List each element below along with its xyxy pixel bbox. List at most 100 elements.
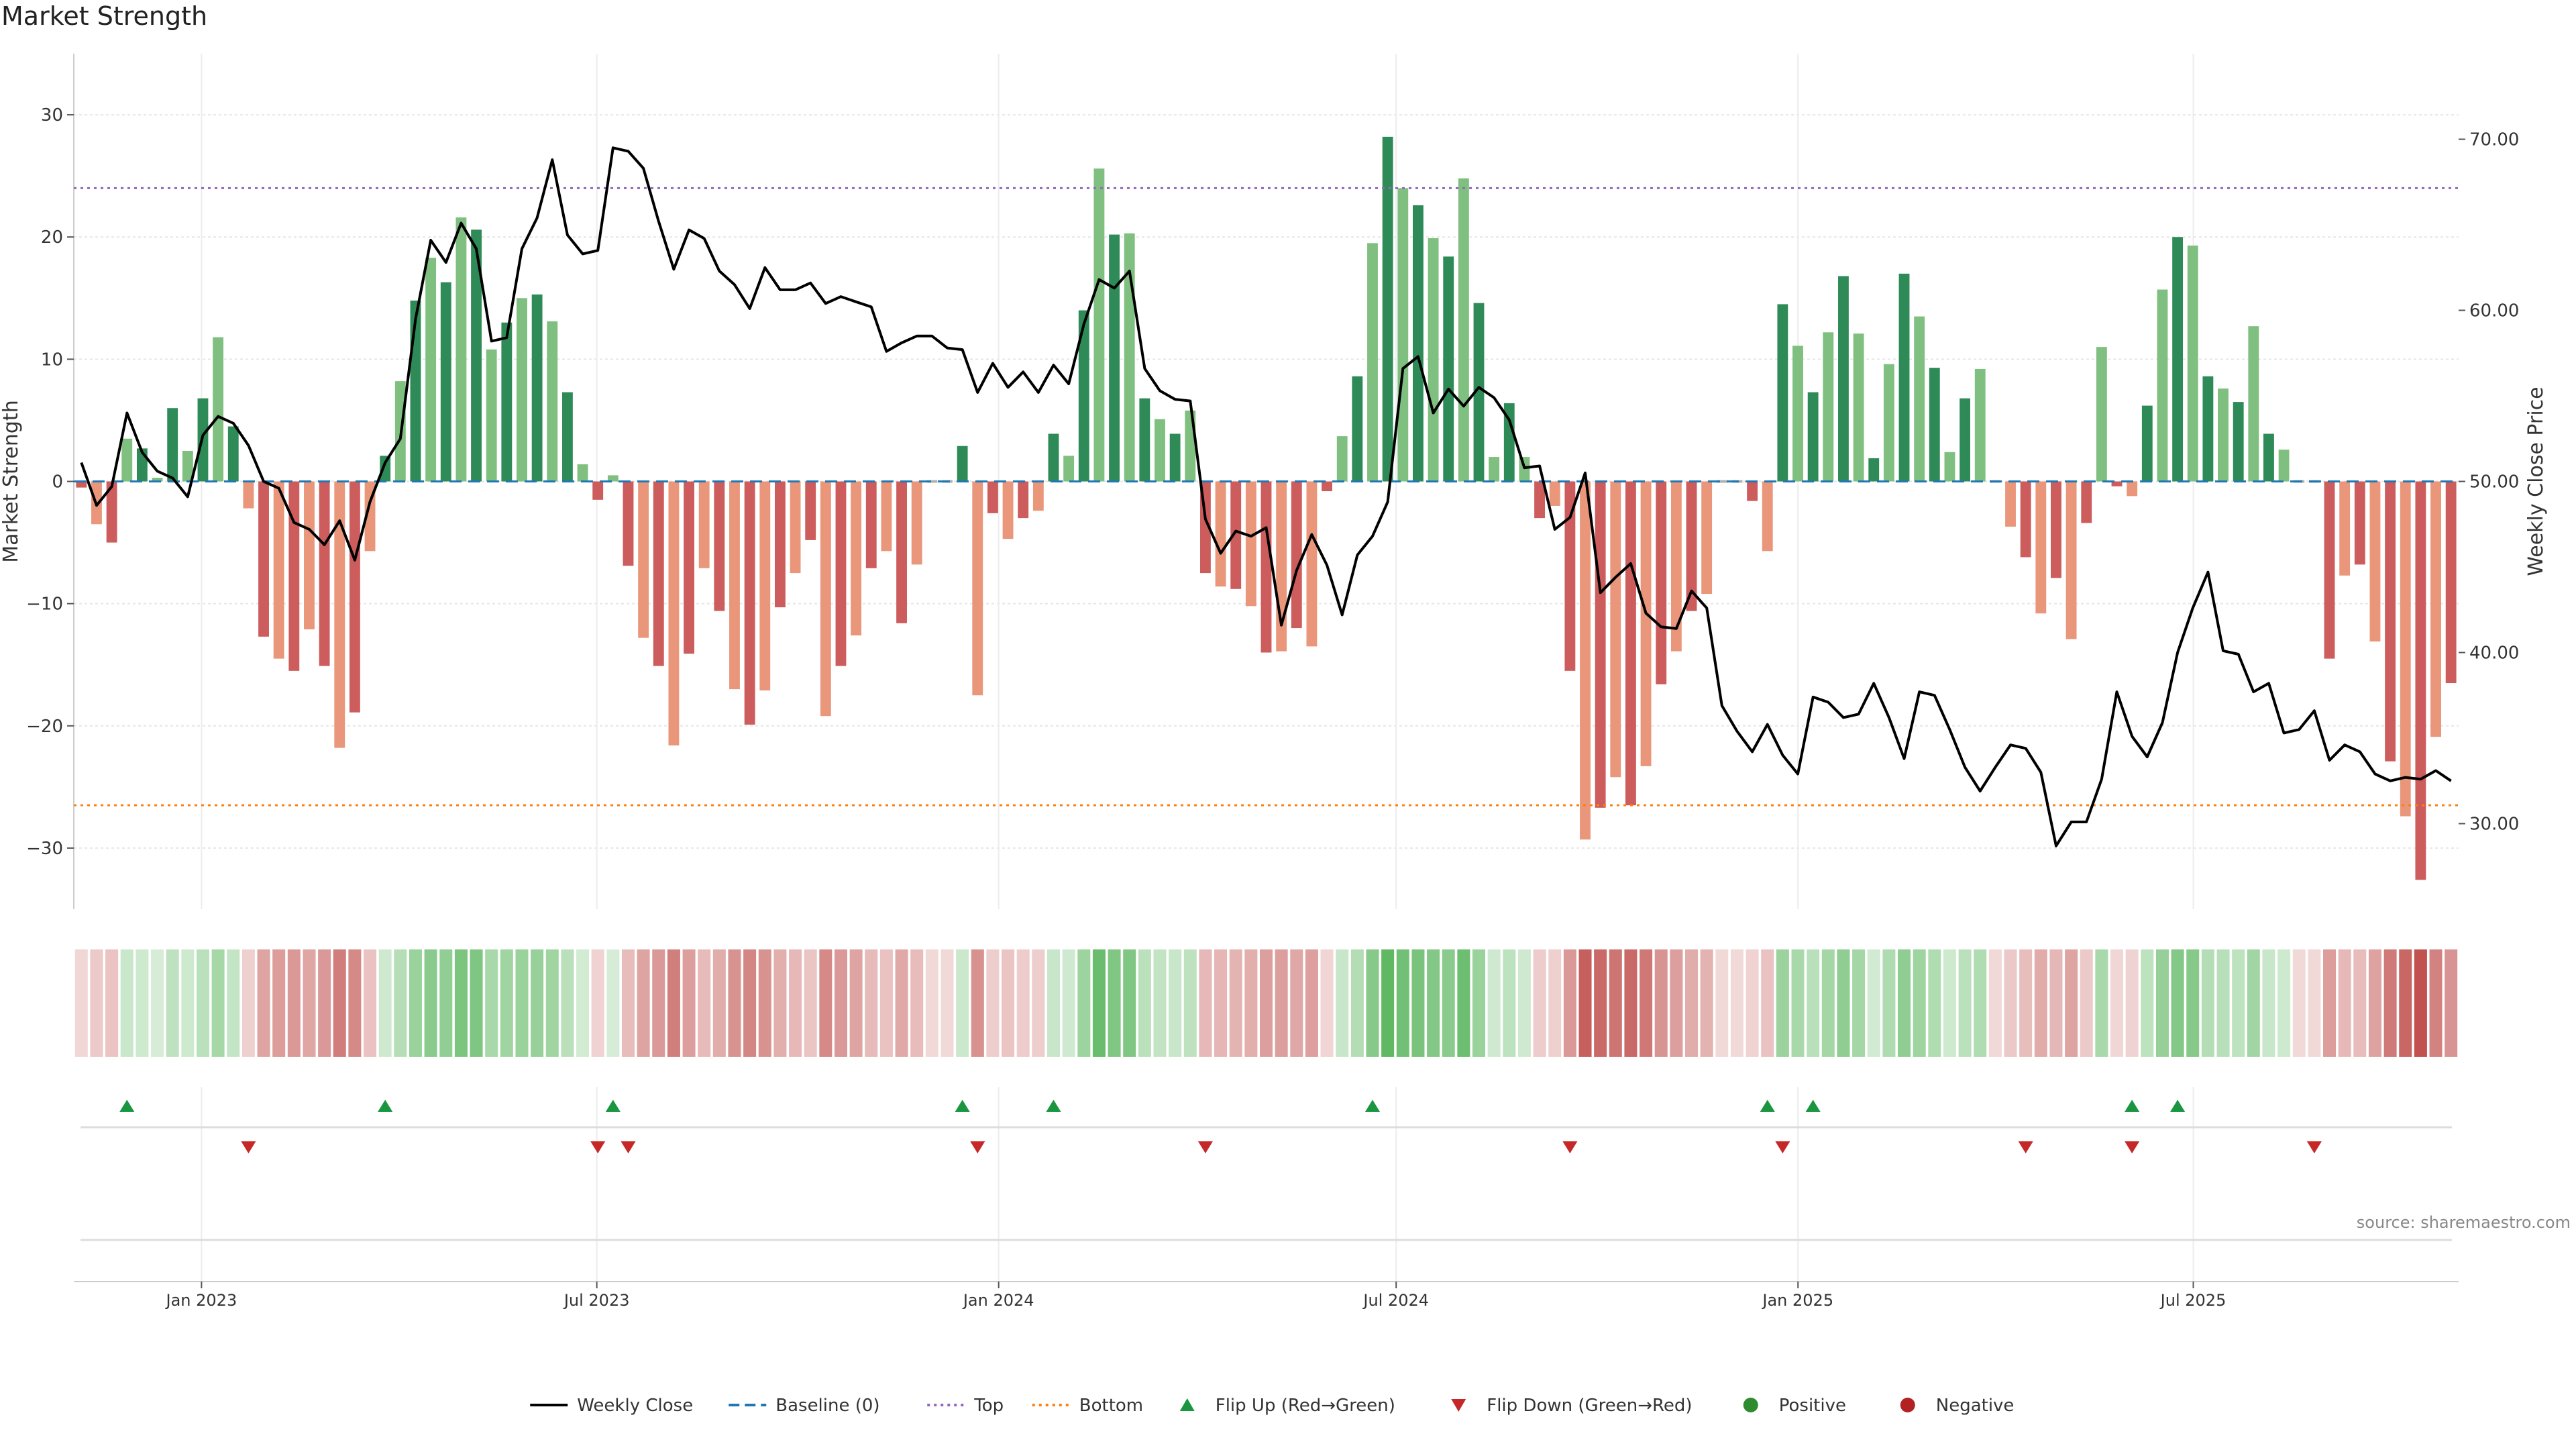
strength-heat-cell: [773, 949, 787, 1057]
strength-heat-cell: [1700, 949, 1713, 1057]
strength-bar: [501, 322, 513, 482]
strength-bar: [1595, 481, 1606, 808]
strength-heat-cell: [424, 949, 437, 1057]
strength-heat-cell: [1867, 949, 1880, 1057]
strength-heat-cell: [211, 949, 225, 1057]
strength-bar: [729, 481, 740, 690]
strength-bar: [2127, 481, 2138, 497]
strength-heat-cell: [227, 949, 240, 1057]
strength-bar: [2096, 347, 2107, 482]
strength-heat-cell: [1290, 949, 1303, 1057]
strength-heat-cell: [804, 949, 817, 1057]
strength-heat-cell: [2262, 949, 2275, 1057]
strength-heat-cell: [637, 949, 650, 1057]
strength-heat-cell: [333, 949, 346, 1057]
strength-heat-cell: [1427, 949, 1440, 1057]
strength-bar: [2248, 326, 2259, 482]
strength-heat-cell: [120, 949, 133, 1057]
strength-bar: [1519, 457, 1530, 482]
strength-bar: [1534, 481, 1546, 519]
strength-bar: [1322, 481, 1332, 492]
strength-bar: [1139, 398, 1150, 482]
strength-heat-cell: [2414, 949, 2427, 1057]
strength-heat-cell: [287, 949, 301, 1057]
source-note: source: sharemaestro.com: [2356, 1213, 2571, 1232]
strength-bar: [1260, 481, 1272, 653]
strength-bar: [2324, 481, 2335, 659]
strength-bar: [1777, 304, 1788, 482]
strength-bar: [1670, 481, 1682, 652]
strength-heat-cell: [2368, 949, 2381, 1057]
flip-down-marker: [970, 1141, 985, 1153]
strength-heat-cell: [1974, 949, 1987, 1057]
strength-heat-cell: [2247, 949, 2260, 1057]
strength-heat-cell: [1336, 949, 1349, 1057]
flip-down-marker: [241, 1141, 256, 1153]
strength-bar: [684, 481, 694, 654]
strength-heat-cell: [971, 949, 984, 1057]
strength-heat-cell: [941, 949, 954, 1057]
strength-bar: [2263, 433, 2274, 482]
y2-tick-label: 40.00: [2469, 643, 2519, 664]
strength-bar: [1215, 481, 1226, 587]
strength-bar: [1883, 364, 1894, 482]
strength-heat-cell: [1882, 949, 1896, 1057]
strength-heat-cell: [196, 949, 209, 1057]
y2-axis-label: Weekly Close Price: [2524, 386, 2548, 576]
strength-heat-cell: [1609, 949, 1622, 1057]
strength-heat-cell: [2080, 949, 2093, 1057]
strength-bar: [106, 481, 117, 543]
strength-heat-cell: [2201, 949, 2214, 1057]
strength-bar: [2278, 450, 2290, 482]
strength-heat-cell: [1305, 949, 1318, 1057]
strength-heat-cell: [1837, 949, 1850, 1057]
strength-bar: [1868, 458, 1880, 482]
strength-heat-cell: [470, 949, 483, 1057]
strength-heat-cell: [698, 949, 711, 1057]
strength-bar: [2111, 481, 2123, 486]
strength-heat-cell: [257, 949, 270, 1057]
strength-heat-cell: [1715, 949, 1729, 1057]
strength-heat-cell: [1016, 949, 1030, 1057]
strength-bar: [425, 258, 437, 482]
strength-bar: [152, 478, 163, 482]
strength-heat-cell: [1503, 949, 1516, 1057]
flip-up-marker: [1046, 1100, 1061, 1112]
strength-bar: [349, 481, 360, 713]
strength-bar: [243, 481, 254, 509]
strength-bar: [668, 481, 680, 745]
strength-bar: [1367, 243, 1378, 482]
strength-heat-cell: [2034, 949, 2047, 1057]
strength-heat-cell: [758, 949, 771, 1057]
strength-bar: [1807, 392, 1819, 482]
strength-heat-cell: [1563, 949, 1576, 1057]
strength-heat-cell: [303, 949, 316, 1057]
strength-heat-cell: [819, 949, 833, 1057]
strength-bar: [2354, 481, 2365, 565]
y-axis-label: Market Strength: [0, 400, 23, 562]
strength-heat-cell: [1548, 949, 1562, 1057]
strength-heat-cell: [925, 949, 938, 1057]
strength-heat-cell: [2171, 949, 2184, 1057]
strength-bar: [2202, 376, 2214, 482]
strength-bar: [1625, 481, 1636, 806]
strength-bar: [1853, 333, 1864, 482]
strength-bar: [1473, 303, 1485, 482]
strength-heat-cell: [743, 949, 757, 1057]
strength-heat-cell: [2095, 949, 2108, 1057]
strength-heat-cell: [181, 949, 195, 1057]
legend-label: Weekly Close: [577, 1396, 693, 1416]
flip-down-marker: [1775, 1141, 1790, 1153]
strength-heat-cell: [2399, 949, 2412, 1057]
strength-heat-cell: [728, 949, 741, 1057]
strength-bar: [744, 481, 755, 725]
strength-heat-cell: [1077, 949, 1091, 1057]
strength-heat-cell: [1366, 949, 1379, 1057]
strength-bar: [1960, 398, 1971, 482]
strength-heat-cell: [151, 949, 164, 1057]
strength-bar: [623, 481, 634, 566]
strength-heat-cell: [241, 949, 255, 1057]
strength-heat-cell: [576, 949, 590, 1057]
flip-up-marker: [1760, 1100, 1775, 1112]
